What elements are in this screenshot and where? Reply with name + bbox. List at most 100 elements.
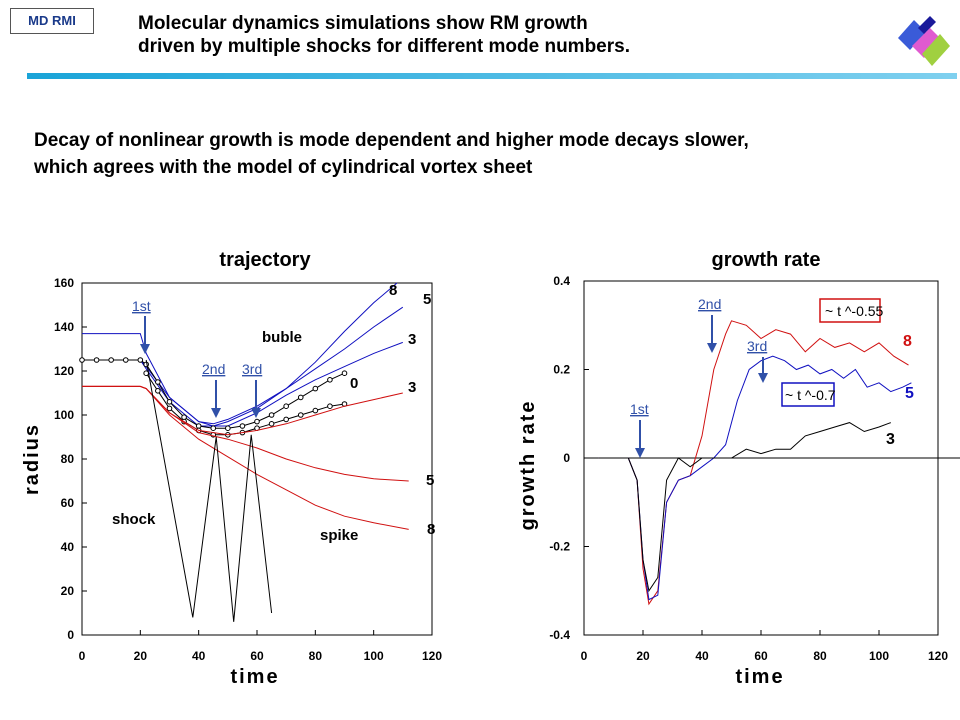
- first-shock-arrow-head: [140, 344, 150, 354]
- series-marker: [108, 357, 114, 363]
- series-label: 3: [886, 431, 895, 448]
- y-tick-label: 100: [54, 408, 74, 422]
- lab-logo-icon: [898, 16, 950, 66]
- x-axis-label: time: [230, 666, 279, 688]
- series-marker: [210, 425, 217, 431]
- series-label: 8: [903, 333, 912, 350]
- series-line-0: [82, 282, 398, 427]
- second-shock-arrow-head: [707, 343, 717, 353]
- fit-red-label: ~ t ^-0.55: [825, 303, 884, 319]
- series-marker: [137, 357, 144, 363]
- x-axis-label: time: [735, 666, 784, 688]
- series-marker: [166, 405, 173, 412]
- series-label: 8: [389, 282, 397, 299]
- page-subtitle-line2: which agrees with the model of cylindric…: [34, 157, 533, 178]
- page-title: Molecular dynamics simulations show RM g…: [138, 12, 858, 58]
- series-marker: [166, 399, 173, 405]
- trajectory-title: trajectory: [219, 249, 311, 271]
- x-tick-label: 40: [695, 649, 709, 663]
- x-tick-label: 80: [813, 649, 827, 663]
- series-label: 8: [427, 521, 435, 538]
- series-marker: [341, 370, 348, 376]
- series-label: 3: [408, 379, 416, 396]
- series-label: 5: [905, 385, 914, 402]
- x-tick-label: 20: [134, 649, 148, 663]
- x-tick-label: 80: [309, 649, 323, 663]
- series-marker: [93, 357, 100, 363]
- growth-rate-title: growth rate: [712, 249, 821, 271]
- y-tick-label: 160: [54, 276, 74, 290]
- accent-bar: [27, 73, 957, 79]
- series-marker: [312, 385, 319, 392]
- series-marker: [143, 370, 149, 376]
- series-line-2: [82, 341, 403, 427]
- series-marker: [155, 379, 161, 385]
- x-tick-label: 20: [636, 649, 650, 663]
- y-tick-label: -0.2: [549, 540, 570, 554]
- first-shock-arrow-head: [635, 448, 645, 458]
- trajectory-chart: trajectory 0 20 40 60 80 100 120 140 160 0 20 40 60 80…: [21, 249, 442, 688]
- second-shock-label: 2nd: [202, 361, 225, 377]
- series-marker: [155, 388, 161, 394]
- y-tick-label: 0: [67, 628, 74, 642]
- series-label: 5: [423, 291, 431, 308]
- page-title-line2: driven by multiple shocks for different …: [138, 36, 630, 57]
- first-shock-label: 1st: [132, 298, 151, 314]
- fit-red-box: [819, 298, 881, 323]
- y-axis-label: growth rate: [517, 400, 539, 531]
- y-tick-label: 0: [563, 451, 570, 465]
- y-tick-label: 40: [61, 540, 75, 554]
- x-tick-label: 120: [422, 649, 442, 663]
- series-marker: [268, 421, 275, 427]
- y-tick-label: 120: [54, 364, 74, 378]
- third-shock-arrow-head: [251, 408, 261, 418]
- second-shock-arrow-head: [211, 408, 221, 418]
- trajectory-plot-frame: [81, 282, 433, 636]
- shock-label: shock: [112, 511, 156, 528]
- y-tick-label: 20: [61, 584, 75, 598]
- series-marker: [283, 416, 289, 423]
- second-shock-label: 2nd: [698, 296, 721, 312]
- page-subtitle-line1: Decay of nonlinear growth is mode depend…: [34, 130, 749, 151]
- first-shock-label: 1st: [630, 401, 649, 417]
- series-line-1: [598, 355, 912, 601]
- x-tick-label: 40: [192, 649, 206, 663]
- series-label: 3: [408, 331, 416, 348]
- x-tick-label: 60: [250, 649, 264, 663]
- series-line-2: [598, 422, 891, 593]
- series-line-7: [82, 385, 409, 530]
- third-shock-arrow-head: [758, 373, 768, 383]
- y-tick-label: -0.4: [549, 628, 570, 642]
- x-tick-label: 0: [581, 649, 588, 663]
- series-line-8: [145, 359, 273, 622]
- fit-blue-box: [781, 382, 835, 407]
- series-marker: [297, 394, 304, 401]
- page-title-line1: Molecular dynamics simulations show RM g…: [138, 13, 588, 34]
- series-marker: [268, 412, 275, 418]
- third-shock-label: 3rd: [747, 338, 767, 354]
- growth-rate-chart: growth rate -0.4 -0.2 0 0.2 0.4 0 20 40 60 80 100 12…: [517, 249, 960, 688]
- y-tick-label: 140: [54, 320, 74, 334]
- third-shock-label: 3rd: [242, 361, 262, 377]
- y-tick-label: 60: [61, 496, 75, 510]
- x-tick-label: 120: [928, 649, 948, 663]
- series-marker: [283, 403, 289, 409]
- series-line-0: [598, 320, 909, 606]
- series-marker: [327, 403, 333, 409]
- series-marker: [254, 418, 260, 425]
- series-marker: [225, 425, 231, 431]
- series-marker: [312, 407, 319, 414]
- y-tick-label: 0.2: [553, 363, 570, 377]
- y-axis-label: radius: [21, 423, 43, 495]
- x-tick-label: 100: [364, 649, 384, 663]
- series-marker: [327, 377, 333, 383]
- fit-blue-label: ~ t ^-0.7: [785, 387, 836, 403]
- series-marker: [122, 357, 129, 363]
- y-tick-label: 0.4: [553, 274, 570, 288]
- y-tick-label: 80: [61, 452, 75, 466]
- series-label: 0: [350, 375, 358, 392]
- page-subtitle: Decay of nonlinear growth is mode depend…: [34, 127, 954, 181]
- series-marker: [297, 412, 304, 418]
- x-tick-label: 100: [869, 649, 889, 663]
- bubble-label: buble: [262, 329, 302, 346]
